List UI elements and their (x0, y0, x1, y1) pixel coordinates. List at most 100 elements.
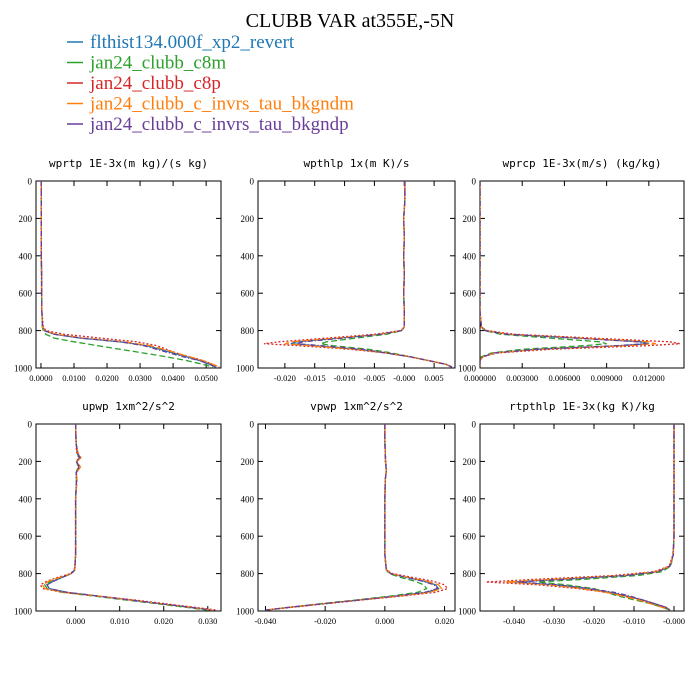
y-tick-label: 600 (19, 289, 33, 299)
y-tick-label: 600 (463, 532, 477, 542)
legend-label: flthist134.000f_xp2_revert (90, 32, 295, 53)
y-tick-label: 200 (19, 457, 33, 467)
x-tick-label: -0.015 (304, 373, 326, 383)
series-line (513, 424, 675, 611)
legend-label: jan24_clubb_c_invrs_tau_bkgndm (89, 94, 354, 115)
legend-label: jan24_clubb_c8m (89, 53, 226, 74)
x-tick-label: -0.020 (583, 616, 605, 626)
series-line (263, 181, 453, 368)
y-tick-label: 1000 (236, 364, 255, 374)
y-tick-label: 800 (19, 569, 33, 579)
y-tick-label: 0 (28, 177, 33, 187)
y-tick-label: 1000 (236, 607, 255, 617)
legend-item: jan24_clubb_c8p (67, 73, 221, 94)
panel-grid: wprtp 1E-3x(m kg)/(s kg) 0 200 400 600 800 100… (14, 157, 685, 626)
series-line (39, 424, 217, 611)
x-tick-label: -0.005 (363, 373, 385, 383)
series-line (40, 181, 220, 368)
y-tick-label: 800 (19, 326, 33, 336)
series-line (41, 424, 213, 611)
x-tick-label: 0.0400 (161, 373, 184, 383)
series-line (43, 424, 208, 611)
figure-title: CLUBB VAR at355E,-5N (246, 10, 455, 32)
y-tick-label: 0 (250, 420, 255, 430)
series-group (263, 181, 453, 368)
series-line (320, 181, 453, 368)
panel-title: wprcp 1E-3x(m/s) (kg/kg) (503, 157, 662, 170)
series-line (46, 424, 213, 611)
series-line (265, 424, 440, 611)
x-tick-label: -0.040 (503, 616, 525, 626)
y-tick-label: 0 (250, 177, 255, 187)
chart-panel: vpwp 1xm^2/s^2 0 200 400 600 800 1000-0.040 -0.… (236, 400, 456, 626)
series-line (480, 181, 647, 368)
series-line (480, 181, 680, 368)
x-tick-label: 0.0100 (62, 373, 85, 383)
x-tick-label: 0.012000 (633, 373, 665, 383)
y-tick-label: 800 (241, 326, 255, 336)
y-tick-label: 800 (463, 569, 477, 579)
x-tick-label: -0.010 (334, 373, 356, 383)
x-tick-label: 0.020 (154, 616, 173, 626)
y-tick-label: 0 (28, 420, 33, 430)
panel-title: wpthlp 1x(m K)/s (304, 157, 410, 170)
y-tick-label: 1000 (458, 607, 477, 617)
series-line (40, 181, 213, 368)
x-tick-label: -0.010 (623, 616, 645, 626)
x-tick-label: -0.020 (314, 616, 336, 626)
y-tick-label: 400 (241, 494, 255, 504)
x-tick-label: -0.020 (274, 373, 296, 383)
y-tick-label: 200 (463, 214, 477, 224)
y-tick-label: 0 (472, 177, 477, 187)
y-tick-label: 1000 (458, 364, 477, 374)
x-tick-label: 0.006000 (548, 373, 580, 383)
series-line (46, 424, 213, 611)
y-tick-label: 800 (241, 569, 255, 579)
y-tick-label: 400 (19, 494, 33, 504)
y-tick-label: 600 (241, 532, 255, 542)
plot-frame (35, 180, 222, 369)
y-tick-label: 400 (241, 251, 255, 261)
plot-frame (479, 423, 685, 612)
legend-item: flthist134.000f_xp2_revert (67, 32, 295, 53)
panel-title: rtpthlp 1E-3x(kg K)/kg (509, 400, 655, 413)
y-tick-label: 600 (19, 532, 33, 542)
chart-panel: upwp 1xm^2/s^2 0 200 400 600 800 1000 0.000 0.01… (14, 400, 222, 626)
x-tick-label: 0.020 (435, 616, 454, 626)
y-tick-label: 400 (19, 251, 33, 261)
x-tick-label: 0.005 (425, 373, 444, 383)
x-tick-label: 0.010 (110, 616, 129, 626)
x-tick-label: 0.000 (375, 616, 394, 626)
panel-title: vpwp 1xm^2/s^2 (310, 400, 403, 413)
series-line (40, 181, 217, 368)
series-group (39, 424, 217, 611)
y-tick-label: 200 (463, 457, 477, 467)
y-tick-label: 400 (463, 494, 477, 504)
legend-item: jan24_clubb_c8m (67, 53, 226, 74)
panel-title: wprtp 1E-3x(m kg)/(s kg) (49, 157, 208, 170)
y-tick-label: 200 (241, 457, 255, 467)
plot-frame (257, 180, 456, 369)
x-tick-label: 0.0500 (194, 373, 217, 383)
plot-frame (257, 423, 456, 612)
x-tick-label: 0.0000 (29, 373, 52, 383)
legend-item: jan24_clubb_c_invrs_tau_bkgndm (67, 94, 354, 115)
x-tick-label: 0.009000 (591, 373, 623, 383)
y-tick-label: 400 (463, 251, 477, 261)
x-tick-label: -0.000 (663, 616, 685, 626)
series-line (296, 181, 453, 368)
y-tick-label: 600 (463, 289, 477, 299)
x-tick-label: 0.0300 (128, 373, 151, 383)
y-tick-label: 1000 (14, 364, 33, 374)
x-tick-label: -0.030 (543, 616, 565, 626)
chart-panel: rtpthlp 1E-3x(kg K)/kg 0 200 400 600 800 1000 -… (458, 400, 685, 626)
series-line (284, 181, 453, 368)
legend-label: jan24_clubb_c8p (89, 73, 221, 94)
series-line (40, 181, 217, 368)
series-group (480, 181, 680, 368)
series-group (265, 424, 449, 611)
plot-frame (35, 423, 222, 612)
chart-panel: wprcp 1E-3x(m/s) (kg/kg) 0 200 400 600 800 100… (458, 157, 685, 383)
y-tick-label: 0 (472, 420, 477, 430)
